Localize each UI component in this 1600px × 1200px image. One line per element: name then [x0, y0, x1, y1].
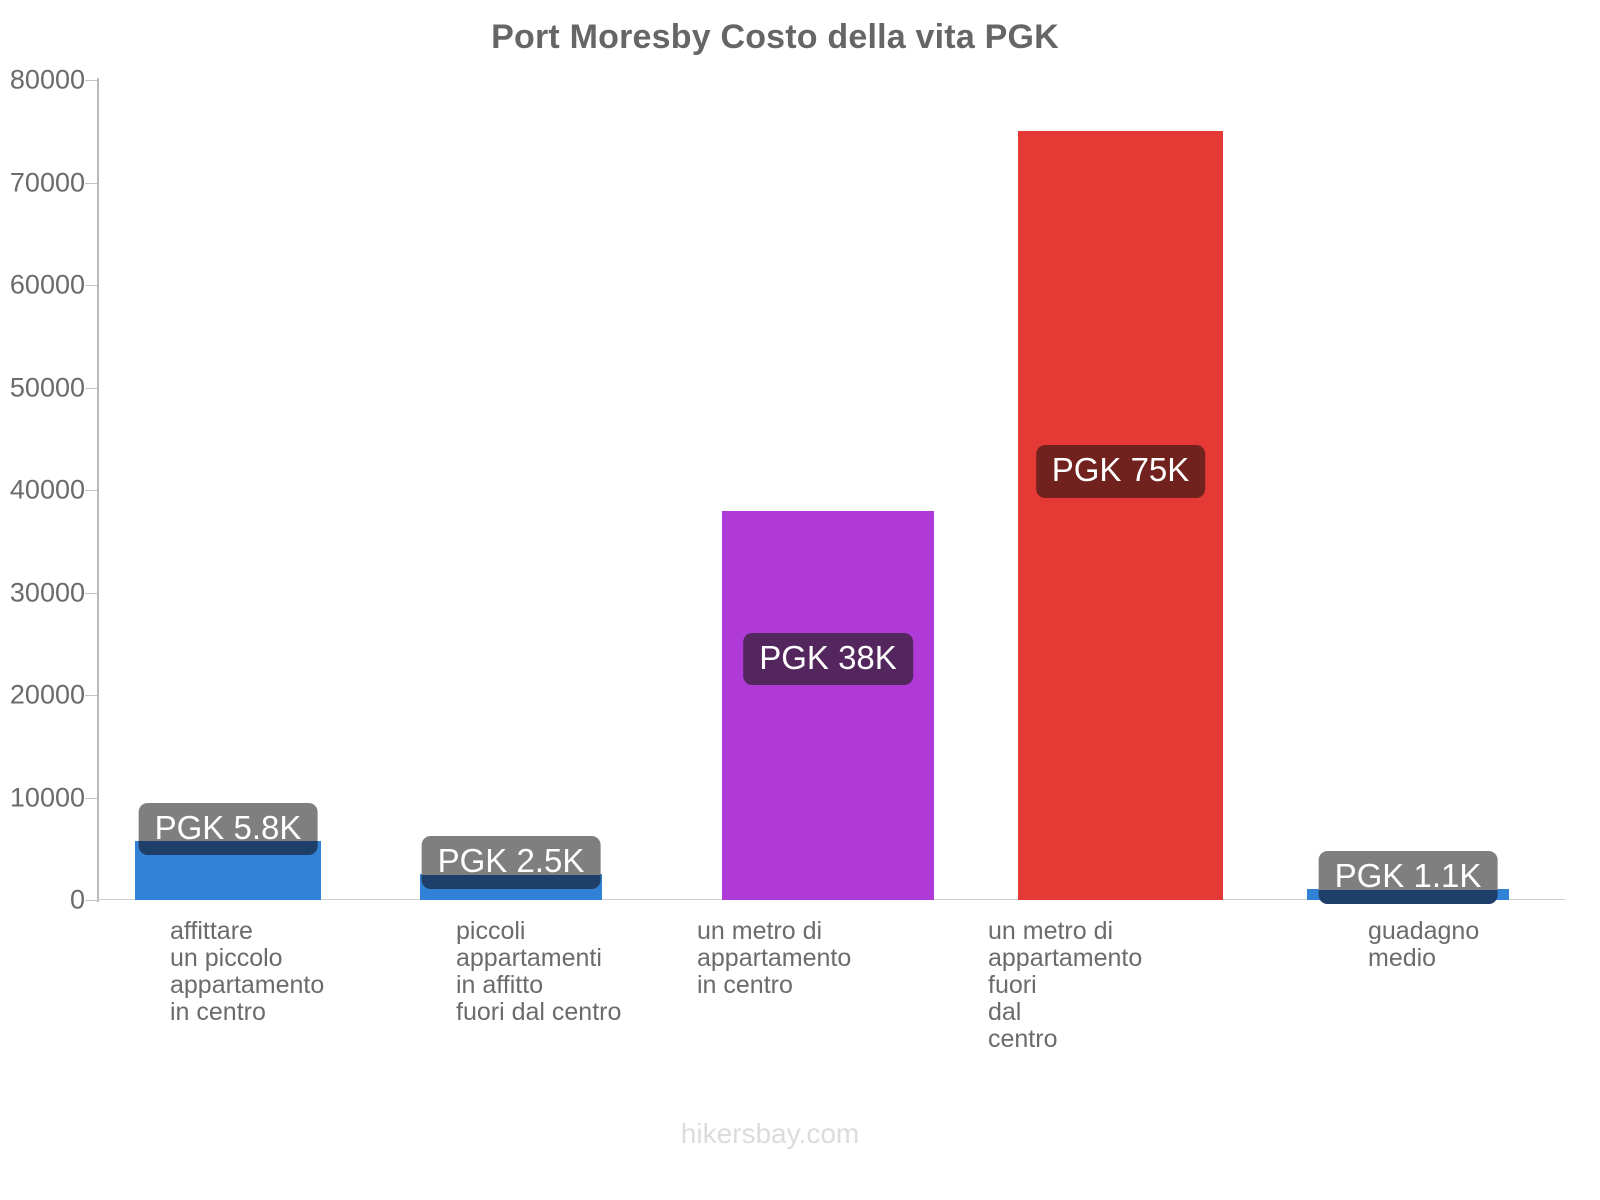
y-axis-tick-mark [85, 285, 97, 286]
y-axis-tick-mark [85, 387, 97, 389]
x-axis-category-label: un metro di appartamento fuori dal centr… [988, 917, 1143, 1053]
y-axis-tick-label: 60000 [9, 269, 85, 300]
x-axis-category-label: guadagno medio [1368, 917, 1480, 972]
y-axis-tick-mark [85, 80, 97, 81]
y-axis-tick-mark [85, 797, 97, 799]
y-axis-tick-label: 40000 [9, 474, 85, 505]
y-axis-tick-label: 80000 [9, 64, 85, 95]
y-axis-tick-label: 50000 [9, 372, 85, 402]
y-axis-line [97, 78, 99, 902]
x-axis-category-label: affittare un piccolo appartamento in cen… [170, 917, 325, 1026]
bar-value-badge: PGK 75K [1035, 445, 1206, 499]
bar-value-badge: PGK 38K [743, 632, 913, 686]
bar-value-label: PGK 75K [1051, 451, 1190, 489]
bar-value-badge: PGK 1.1K [1318, 850, 1498, 904]
y-axis-tick-mark [85, 182, 97, 184]
x-axis-category-label: piccoli appartamenti in affitto fuori da… [456, 917, 622, 1026]
bar-value-label: PGK 2.5K [437, 842, 585, 880]
bar[interactable] [1018, 131, 1223, 900]
y-axis-tick-mark [85, 900, 97, 901]
bar-value-badge: PGK 2.5K [421, 836, 601, 890]
y-axis-tick-mark [85, 490, 97, 491]
bar-value-label: PGK 1.1K [1334, 856, 1482, 894]
x-axis-category-label: un metro di appartamento in centro [697, 917, 852, 999]
bar[interactable] [722, 510, 934, 900]
y-axis-tick-label: 30000 [9, 577, 85, 607]
bar-value-badge: PGK 5.8K [138, 802, 318, 856]
footer-credit: hikersbay.com [680, 1118, 860, 1149]
y-axis-tick-mark [85, 695, 97, 696]
y-axis-tick-label: 20000 [9, 679, 85, 710]
y-axis-tick-label: 10000 [9, 782, 85, 812]
y-axis-tick-label: 70000 [9, 167, 85, 197]
y-axis-tick-label: 0 [69, 884, 85, 915]
bar-value-label: PGK 38K [759, 638, 897, 676]
chart-title: Port Moresby Costo della vita PGK [491, 18, 1059, 56]
y-axis-tick-mark [85, 592, 97, 594]
plot-area [97, 80, 1565, 900]
bar-value-label: PGK 5.8K [154, 808, 302, 846]
